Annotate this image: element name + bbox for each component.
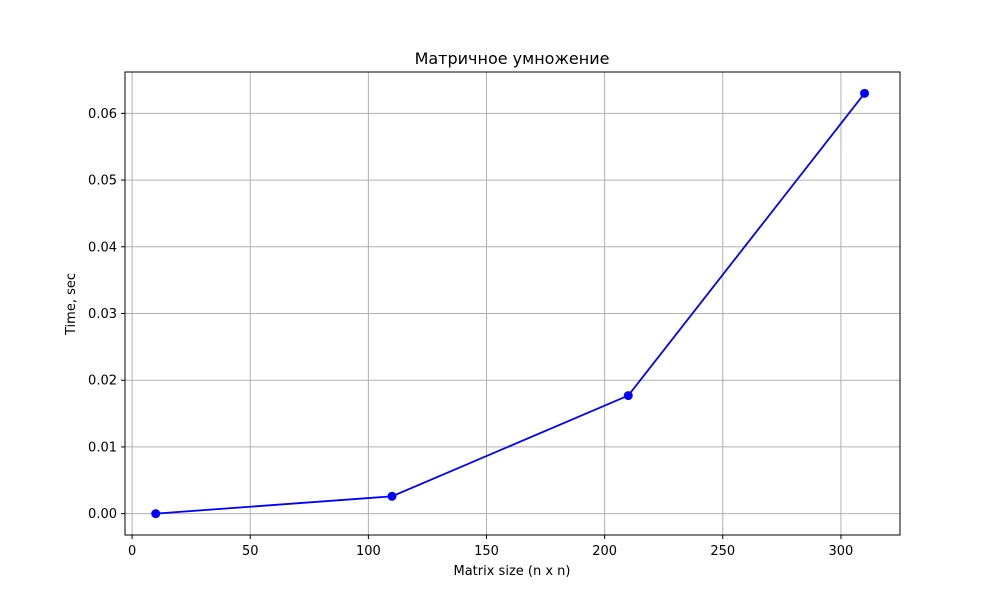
y-tick-label: 0.04 xyxy=(88,240,117,255)
x-axis-label: Matrix size (n x n) xyxy=(454,564,571,579)
data-point xyxy=(623,391,633,401)
x-tick-label: 100 xyxy=(356,544,381,559)
x-tick-label: 150 xyxy=(474,544,499,559)
series-line xyxy=(155,92,866,515)
y-tick-label: 0.05 xyxy=(88,174,117,189)
data-point xyxy=(860,88,870,98)
axis-ticks: 0 50 100 150 200 250 300 0.00 0.01 0.02 0.03 0.04 0.… xyxy=(88,107,853,559)
y-tick-label: 0.03 xyxy=(88,307,117,322)
data-point xyxy=(151,509,161,519)
y-axis-label: Time, sec xyxy=(64,273,79,336)
y-tick-label: 0.00 xyxy=(88,507,117,522)
x-tick-label: 200 xyxy=(592,544,617,559)
x-tick-label: 300 xyxy=(829,544,854,559)
y-tick-label: 0.01 xyxy=(88,440,117,455)
data-point xyxy=(387,491,397,501)
chart-title: Матричное умножение xyxy=(415,49,610,68)
x-tick-label: 0 xyxy=(128,544,136,559)
y-tick-label: 0.02 xyxy=(88,374,117,389)
data-series xyxy=(151,88,870,519)
plot-frame xyxy=(124,71,901,536)
y-tick-label: 0.06 xyxy=(88,107,117,122)
x-tick-label: 50 xyxy=(242,544,259,559)
grid xyxy=(125,72,900,535)
x-tick-label: 250 xyxy=(710,544,735,559)
